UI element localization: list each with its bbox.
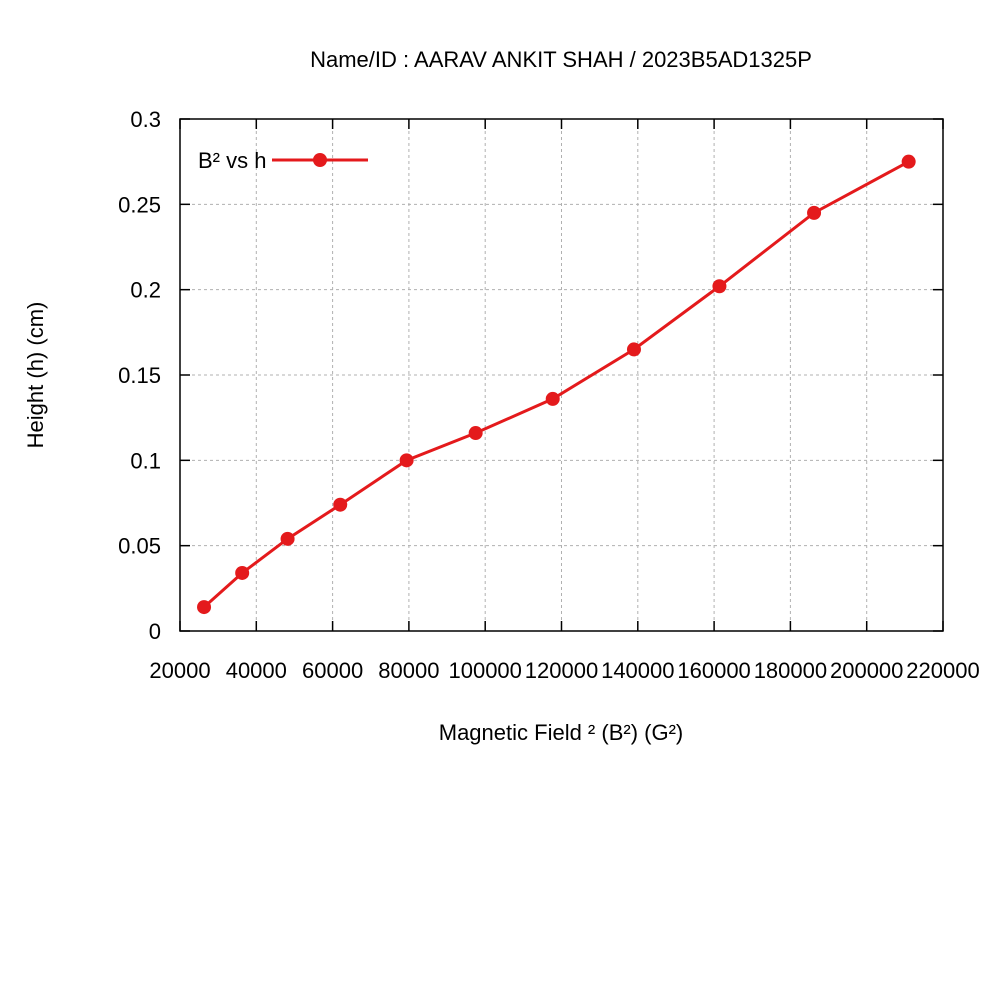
data-point	[468, 426, 483, 441]
y-axis-label: Height (h) (cm)	[23, 302, 48, 449]
data-point	[235, 565, 250, 580]
legend-label-b2-vs-h: B² vs h	[198, 148, 266, 173]
y-tick-label: 0.25	[118, 192, 161, 217]
y-tick-label: 0.05	[118, 534, 161, 559]
x-tick-label: 100000	[448, 658, 521, 683]
data-point	[545, 391, 560, 406]
x-tick-label: 40000	[226, 658, 287, 683]
axis-ticks: 20000 40000 60000 80000 100000 120000 140000 16…	[118, 107, 980, 683]
series-layer	[197, 154, 916, 615]
series-line	[203, 160, 910, 609]
data-point	[626, 342, 641, 357]
x-tick-label: 140000	[601, 658, 674, 683]
y-tick-label: 0.15	[118, 363, 161, 388]
data-point	[807, 205, 822, 220]
y-tick-label: 0.2	[130, 278, 161, 303]
x-tick-label: 200000	[830, 658, 903, 683]
legend: B² vs h	[198, 148, 368, 173]
x-tick-label: 160000	[677, 658, 750, 683]
data-point	[712, 279, 727, 294]
data-point	[197, 600, 212, 615]
grid-lines	[180, 119, 943, 631]
x-axis-label: Magnetic Field ² (B²) (G²)	[439, 720, 683, 745]
x-tick-label: 180000	[754, 658, 827, 683]
x-tick-label: 120000	[525, 658, 598, 683]
x-tick-label: 220000	[906, 658, 979, 683]
x-tick-label: 80000	[378, 658, 439, 683]
y-tick-label: 0	[149, 619, 161, 644]
data-point	[901, 154, 916, 169]
x-tick-label: 60000	[302, 658, 363, 683]
data-point	[280, 531, 295, 546]
y-tick-label: 0.1	[130, 448, 161, 473]
x-tick-label: 20000	[149, 658, 210, 683]
data-point	[333, 497, 348, 512]
legend-marker-sample	[313, 153, 327, 167]
chart-title: Name/ID : AARAV ANKIT SHAH / 2023B5AD132…	[310, 47, 812, 72]
data-point	[399, 453, 414, 468]
y-tick-label: 0.3	[130, 107, 161, 132]
